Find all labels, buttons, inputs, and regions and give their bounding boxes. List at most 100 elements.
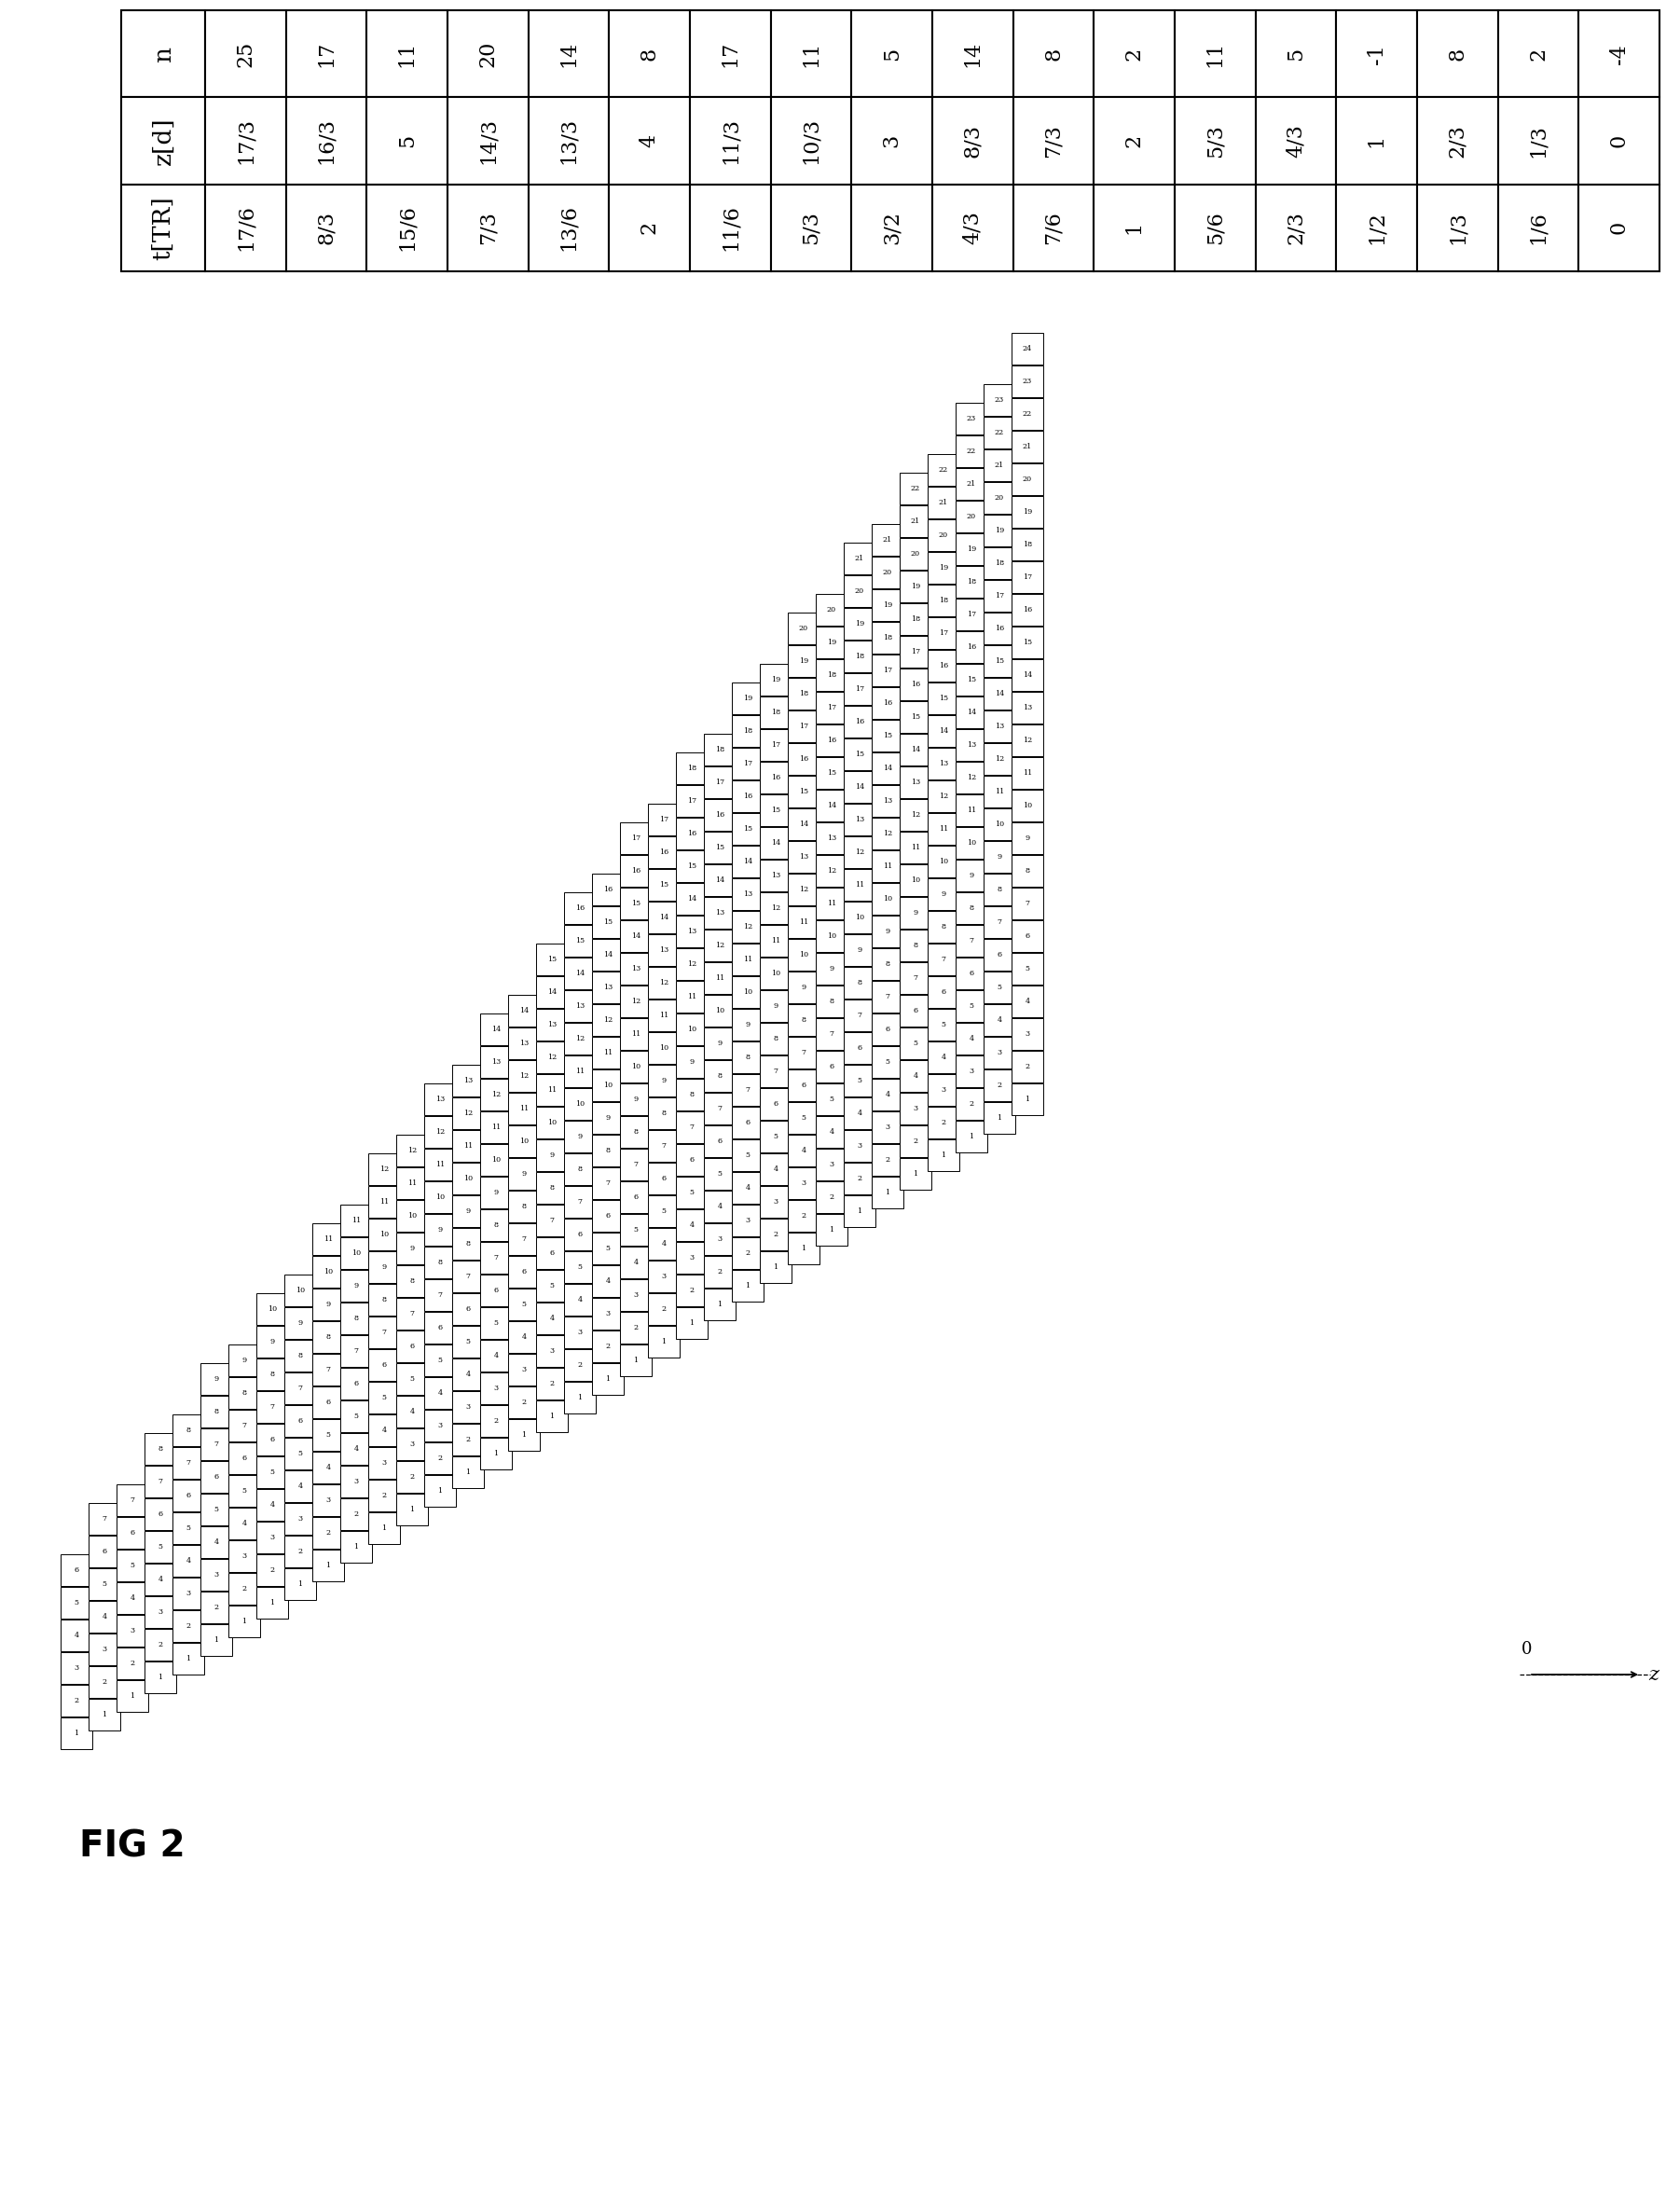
Text: 13: 13 bbox=[632, 964, 640, 973]
Text: 6: 6 bbox=[326, 1399, 331, 1405]
Bar bbox=[872, 525, 904, 556]
Bar bbox=[690, 97, 771, 185]
Text: 2: 2 bbox=[438, 1454, 442, 1463]
Bar bbox=[620, 1116, 652, 1147]
Bar bbox=[843, 739, 875, 770]
Text: 2: 2 bbox=[578, 1361, 583, 1368]
Bar bbox=[480, 1339, 512, 1372]
Text: 4: 4 bbox=[129, 1595, 134, 1602]
Text: 7: 7 bbox=[717, 1105, 722, 1112]
Bar bbox=[1011, 660, 1043, 690]
Text: 9: 9 bbox=[914, 909, 917, 915]
Text: 10: 10 bbox=[296, 1286, 304, 1295]
Bar bbox=[704, 995, 736, 1026]
Text: 11: 11 bbox=[323, 1235, 333, 1242]
Bar bbox=[144, 1564, 176, 1595]
Text: 4: 4 bbox=[521, 1332, 526, 1341]
Bar bbox=[564, 1054, 596, 1088]
Text: 10: 10 bbox=[548, 1118, 556, 1127]
Bar bbox=[675, 1242, 707, 1273]
Text: 6: 6 bbox=[549, 1249, 554, 1257]
Bar bbox=[89, 1632, 121, 1666]
Text: 11: 11 bbox=[1205, 40, 1225, 66]
Bar bbox=[1011, 560, 1043, 593]
Bar bbox=[983, 483, 1015, 514]
Bar bbox=[368, 1187, 400, 1218]
Bar bbox=[1094, 185, 1174, 271]
Text: n: n bbox=[151, 46, 175, 62]
Bar bbox=[144, 1465, 176, 1498]
Text: 9: 9 bbox=[996, 854, 1001, 860]
Bar bbox=[620, 1246, 652, 1277]
Bar bbox=[452, 1423, 484, 1456]
Text: 9: 9 bbox=[354, 1282, 358, 1291]
Text: 16: 16 bbox=[939, 662, 948, 668]
Text: 20: 20 bbox=[939, 532, 948, 538]
Bar bbox=[927, 944, 959, 975]
Bar bbox=[507, 1321, 539, 1352]
Text: 11: 11 bbox=[491, 1123, 501, 1132]
Text: 10: 10 bbox=[632, 1063, 640, 1070]
Bar bbox=[284, 1502, 316, 1535]
Bar bbox=[983, 644, 1015, 677]
Bar bbox=[200, 1560, 232, 1591]
Bar bbox=[396, 1429, 428, 1460]
Bar bbox=[228, 1606, 260, 1637]
Bar bbox=[927, 1138, 959, 1171]
Bar bbox=[368, 1154, 400, 1185]
Bar bbox=[564, 1024, 596, 1054]
Bar bbox=[564, 1317, 596, 1348]
Bar bbox=[732, 1041, 763, 1072]
Text: 5: 5 bbox=[438, 1357, 442, 1363]
Text: 11: 11 bbox=[801, 40, 822, 66]
Text: 20: 20 bbox=[477, 40, 499, 66]
Bar bbox=[872, 589, 904, 620]
Text: 11: 11 bbox=[519, 1105, 529, 1112]
Text: 1: 1 bbox=[1366, 135, 1388, 148]
Bar bbox=[507, 1125, 539, 1158]
Bar bbox=[144, 1531, 176, 1562]
Bar bbox=[759, 1088, 791, 1121]
Text: 6: 6 bbox=[242, 1454, 247, 1463]
Bar bbox=[368, 1480, 400, 1511]
Text: 2: 2 bbox=[74, 1696, 79, 1705]
Text: 12: 12 bbox=[632, 997, 640, 1006]
Text: 3: 3 bbox=[270, 1533, 274, 1542]
Text: 3: 3 bbox=[633, 1291, 638, 1299]
Bar bbox=[816, 986, 847, 1017]
Text: 8: 8 bbox=[270, 1370, 274, 1379]
Text: 11: 11 bbox=[659, 1013, 669, 1019]
Text: 1/6: 1/6 bbox=[1529, 212, 1549, 245]
Text: 18: 18 bbox=[827, 671, 837, 679]
Text: 12: 12 bbox=[575, 1035, 585, 1043]
Text: 14: 14 bbox=[548, 988, 556, 995]
Bar bbox=[1255, 11, 1336, 97]
Bar bbox=[1011, 397, 1043, 430]
Text: 16: 16 bbox=[827, 737, 837, 743]
Text: 4: 4 bbox=[465, 1370, 470, 1379]
Text: 10: 10 bbox=[882, 896, 892, 902]
Text: 2: 2 bbox=[549, 1381, 554, 1388]
Text: 5: 5 bbox=[494, 1319, 499, 1326]
Text: 3: 3 bbox=[521, 1366, 526, 1374]
Text: 5: 5 bbox=[885, 1059, 890, 1065]
Text: 7: 7 bbox=[521, 1235, 526, 1242]
Bar bbox=[1418, 185, 1499, 271]
Bar bbox=[843, 836, 875, 867]
Text: 5: 5 bbox=[354, 1412, 358, 1421]
Bar bbox=[1174, 185, 1255, 271]
Bar bbox=[452, 1359, 484, 1390]
Bar bbox=[452, 1065, 484, 1096]
Bar bbox=[396, 1266, 428, 1297]
Bar bbox=[648, 836, 680, 867]
Text: 9: 9 bbox=[1025, 834, 1030, 843]
Bar bbox=[341, 1204, 371, 1235]
Bar bbox=[564, 1121, 596, 1152]
Bar bbox=[452, 1392, 484, 1423]
Text: 6: 6 bbox=[354, 1381, 358, 1388]
Bar bbox=[843, 1065, 875, 1096]
Text: 12: 12 bbox=[966, 774, 976, 781]
Bar bbox=[816, 1050, 847, 1083]
Text: 5: 5 bbox=[605, 1244, 610, 1253]
Bar bbox=[423, 1149, 455, 1180]
